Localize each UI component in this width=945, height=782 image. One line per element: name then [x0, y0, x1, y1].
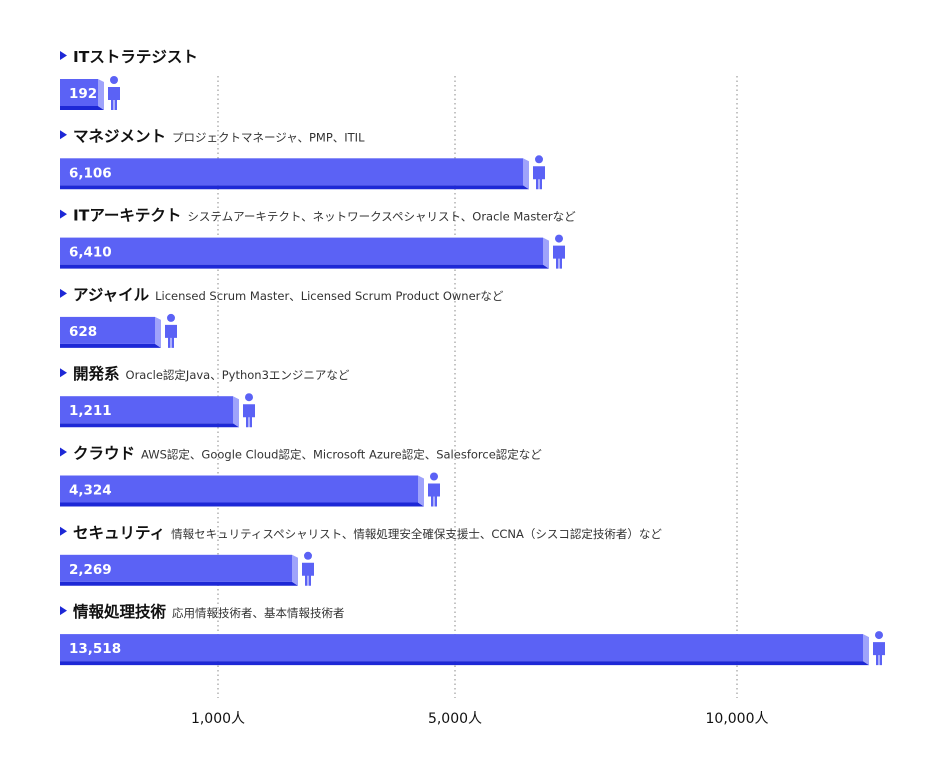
bullet-triangle-icon	[60, 209, 67, 219]
bar	[60, 475, 424, 507]
chart-row: アジャイル Licensed Scrum Master、Licensed Scru…	[60, 286, 504, 348]
bar-value-label: 2,269	[69, 562, 112, 578]
bar-value-label: 628	[69, 324, 97, 340]
bullet-triangle-icon	[60, 51, 67, 60]
bullet-triangle-icon	[60, 368, 67, 378]
category-note: システムアーキテクト、ネットワークスペシャリスト、Oracle Masterなど	[187, 210, 576, 224]
category-label: ITストラテジスト	[73, 48, 198, 66]
category-label: セキュリティ	[73, 524, 165, 542]
bar	[60, 237, 549, 269]
bullet-triangle-icon	[60, 130, 67, 140]
person-icon	[302, 551, 314, 586]
bar-value-label: 6,410	[69, 245, 112, 261]
category-label: アジャイル	[73, 286, 150, 304]
chart-row: ITストラテジスト 192	[60, 48, 198, 110]
bar-value-label: 192	[69, 86, 97, 102]
chart-row: クラウド AWS認定、Google Cloud認定、Microsoft Azure…	[60, 445, 542, 507]
bullet-triangle-icon	[60, 526, 67, 536]
category-label: マネジメント	[73, 127, 166, 145]
bullet-triangle-icon	[60, 447, 67, 457]
chart-row: ITアーキテクト システムアーキテクト、ネットワークスペシャリスト、Oracle …	[60, 207, 576, 269]
category-label: 開発系	[73, 364, 120, 383]
person-icon	[873, 631, 885, 666]
person-icon	[428, 472, 440, 507]
bar-value-label: 1,211	[69, 403, 112, 419]
category-label: ITアーキテクト	[73, 207, 181, 225]
category-note: AWS認定、Google Cloud認定、Microsoft Azure認定、S…	[141, 448, 542, 462]
category-note: 応用情報技術者、基本情報技術者	[172, 606, 345, 620]
category-note: Oracle認定Java、Python3エンジニアなど	[126, 368, 350, 382]
bullet-triangle-icon	[60, 606, 67, 616]
bar	[60, 634, 869, 666]
category-label: クラウド	[73, 445, 135, 463]
chart-row: 情報処理技術 応用情報技術者、基本情報技術者 13,518	[60, 602, 885, 666]
person-icon	[108, 76, 120, 110]
bar	[60, 158, 529, 190]
category-label: 情報処理技術	[73, 602, 167, 621]
x-tick-label: 10,000人	[706, 711, 769, 727]
bullet-triangle-icon	[60, 288, 67, 298]
bar-value-label: 13,518	[69, 641, 121, 657]
chart-row: マネジメント プロジェクトマネージャ、PMP、ITIL 6,106	[60, 127, 545, 190]
category-note: プロジェクトマネージャ、PMP、ITIL	[172, 130, 365, 144]
chart-row: セキュリティ 情報セキュリティスペシャリスト、情報処理安全確保支援士、CCNA（シ…	[60, 524, 662, 586]
x-tick-label: 1,000人	[191, 711, 245, 727]
bar-value-label: 4,324	[69, 483, 112, 499]
person-icon	[165, 313, 177, 348]
bar	[60, 79, 104, 110]
bar	[60, 316, 161, 348]
category-note: 情報セキュリティスペシャリスト、情報処理安全確保支援士、CCNA（シスコ認定技術…	[171, 527, 662, 541]
person-icon	[243, 393, 255, 428]
bar	[60, 554, 298, 586]
bar	[60, 396, 239, 428]
person-icon	[553, 234, 565, 269]
category-note: Licensed Scrum Master、Licensed Scrum Pro…	[155, 289, 504, 303]
x-tick-label: 5,000人	[428, 711, 482, 727]
x-axis-ticks: 1,000人 5,000人 10,000人	[191, 711, 769, 727]
chart-row: 開発系 Oracle認定Java、Python3エンジニアなど 1,211	[60, 364, 350, 428]
chart-rows: ITストラテジスト 192 マネジメント プロジェクトマネージャ、PMP、ITIL 6,…	[60, 48, 885, 666]
person-icon	[533, 155, 545, 190]
bar-value-label: 6,106	[69, 165, 112, 181]
